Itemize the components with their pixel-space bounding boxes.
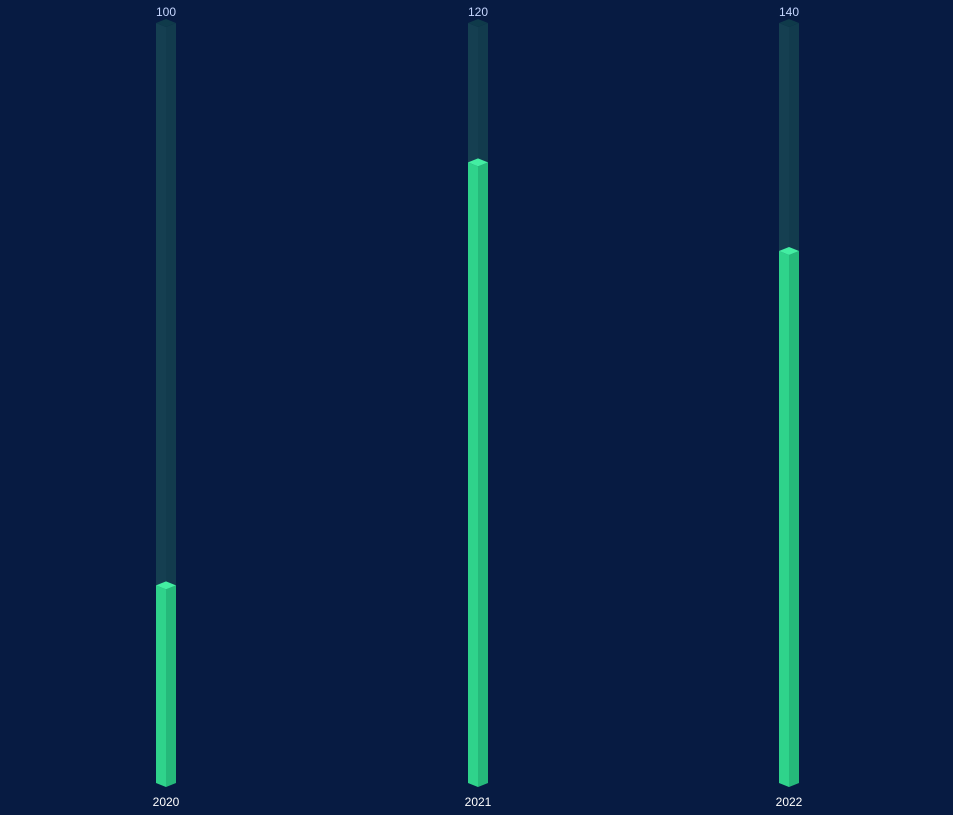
max-label-2022: 140: [779, 5, 799, 19]
bar-left-2021: [468, 162, 478, 788]
bar-top-2021: [468, 158, 488, 167]
bar-right-2021: [478, 162, 488, 788]
category-label-2022: 2022: [776, 795, 803, 809]
track-top-2022: [779, 19, 799, 27]
track-top-2021: [468, 19, 488, 27]
bar-left-2022: [779, 251, 789, 787]
max-label-2020: 100: [156, 5, 176, 19]
bar-right-2022: [789, 251, 799, 787]
track-top-2020: [156, 19, 176, 27]
bar-right-2020: [166, 585, 176, 787]
max-label-2021: 120: [468, 5, 488, 19]
category-label-2021: 2021: [465, 795, 492, 809]
category-label-2020: 2020: [153, 795, 180, 809]
bar-top-2022: [779, 247, 799, 255]
bar-left-2020: [156, 585, 166, 787]
bar-top-2020: [156, 581, 176, 590]
